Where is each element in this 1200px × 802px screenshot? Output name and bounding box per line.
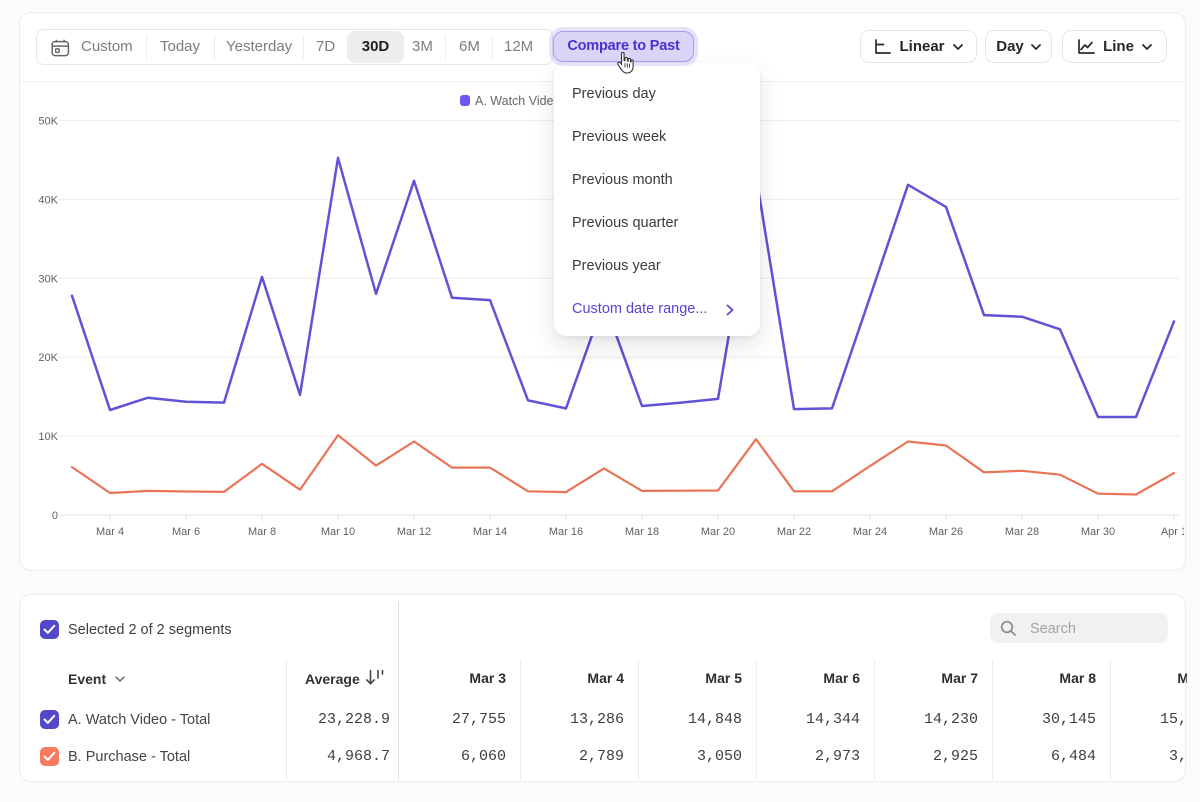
svg-text:Mar 4: Mar 4 — [96, 526, 124, 538]
svg-text:30K: 30K — [38, 273, 58, 285]
svg-text:Mar 24: Mar 24 — [853, 526, 887, 538]
svg-text:Mar 22: Mar 22 — [777, 526, 811, 538]
svg-text:Mar 30: Mar 30 — [1081, 526, 1115, 538]
svg-text:Mar 16: Mar 16 — [549, 526, 583, 538]
svg-text:50K: 50K — [38, 116, 58, 128]
svg-text:40K: 40K — [38, 194, 58, 206]
svg-text:Mar 18: Mar 18 — [625, 526, 659, 538]
svg-text:Apr 1: Apr 1 — [1161, 526, 1184, 538]
svg-text:Mar 14: Mar 14 — [473, 526, 507, 538]
svg-text:Mar 20: Mar 20 — [701, 526, 735, 538]
svg-text:20K: 20K — [38, 352, 58, 364]
svg-text:Mar 6: Mar 6 — [172, 526, 200, 538]
svg-text:10K: 10K — [38, 431, 58, 443]
svg-text:0: 0 — [52, 510, 58, 522]
svg-text:Mar 8: Mar 8 — [248, 526, 276, 538]
svg-text:Mar 12: Mar 12 — [397, 526, 431, 538]
svg-text:Mar 26: Mar 26 — [929, 526, 963, 538]
svg-text:Mar 28: Mar 28 — [1005, 526, 1039, 538]
svg-text:Mar 10: Mar 10 — [321, 526, 355, 538]
